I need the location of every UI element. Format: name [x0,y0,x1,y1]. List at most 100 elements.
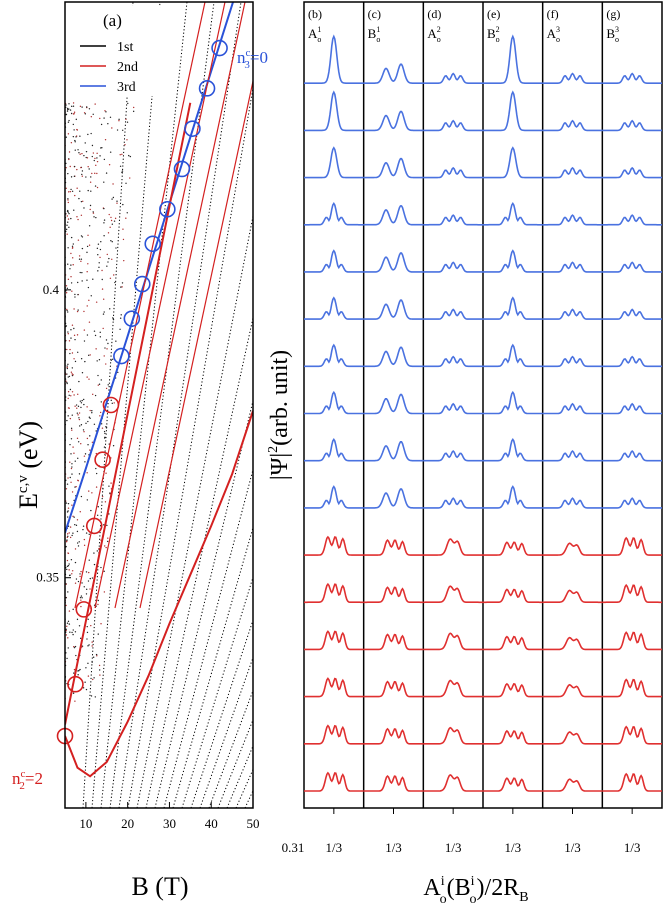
level-dot [86,472,88,474]
level-dot [83,329,86,331]
level-dot [80,402,83,404]
level-dot [76,407,78,409]
level-dot [67,397,69,400]
level-dot [111,223,114,225]
wavefunction-line [483,588,543,604]
level-dot [70,282,73,284]
highlighted-curves [65,2,253,778]
level-dot [116,200,118,202]
level-dot [107,261,109,263]
wavefunction-line [423,726,483,745]
level-dot [85,688,88,691]
level-dot [86,334,89,336]
level-dot [68,569,70,571]
level-dot [68,532,70,534]
x-tick-label-third: 1/3 [505,840,522,855]
level-dot [74,141,76,143]
level-dot [73,516,75,518]
x-tick-label-third: 1/3 [326,840,343,855]
level-dot [89,449,91,451]
level-dot [70,112,73,115]
level-dot [79,400,82,402]
y-tick-label: 0.4 [43,282,60,297]
level-dot [83,340,86,342]
level-dot [76,281,79,284]
wavefunction-line [542,308,603,320]
level-dot [106,265,108,267]
level-dot [74,582,77,584]
level-dot [80,495,83,498]
wavefunction-line [304,90,364,132]
level-dot [97,254,99,256]
wavefunction-line [542,119,603,132]
level-dot [68,574,71,577]
level-dot [77,405,80,408]
level-dot [125,217,127,219]
red-level-line [139,78,253,609]
level-dot [96,160,99,163]
marker-red [75,601,93,618]
level-line [127,85,253,808]
level-dot [88,225,91,227]
wavefunction-line [304,630,364,651]
marker-red [102,396,120,414]
level-dot [75,578,78,580]
marker-blue [159,200,176,218]
level-dot [95,472,98,475]
level-dot [126,212,128,214]
level-dot [89,181,92,183]
marker-blue [113,347,130,365]
level-dot [98,669,101,671]
level-dot [86,499,89,501]
level-dot [68,226,70,229]
level-dot [110,216,112,219]
level-dot [87,133,89,136]
level-dot [107,123,109,125]
level-dot [85,588,88,591]
level-dot [67,198,69,200]
level-dot [66,215,69,217]
level-line [136,213,253,808]
wavefunction-line [304,343,364,368]
level-line [145,315,253,808]
level-dot [77,545,80,547]
level-dot [88,354,90,357]
wavefunction-line [542,72,603,84]
wavefunction-line [423,355,483,368]
marker-blue [173,160,191,178]
level-dot [66,559,69,562]
level-dot [91,172,93,175]
level-dot [69,631,71,633]
level-dot [104,432,106,435]
marker-blue [198,80,216,97]
wavefunction-line [602,583,662,604]
level-dot [69,461,71,463]
y-tick-label: 0.35 [36,570,59,585]
level-dot [113,402,115,404]
wavefunction-line [542,778,603,792]
level-dot [79,573,81,575]
level-dot [70,395,72,397]
level-dot [106,540,109,543]
level-dot [98,358,101,361]
level-dot [91,411,93,414]
level-dot [68,394,70,396]
level-dot [71,246,74,249]
level-dot [86,625,88,628]
level-dot [73,334,76,337]
wavefunction-line [423,679,483,698]
level-dot [92,212,95,214]
level-dot [129,155,132,158]
level-dot [87,571,90,574]
level-dot [83,430,85,433]
level-dot [67,376,69,378]
level-dot [66,373,68,375]
level-dot [66,210,69,213]
series-line-2 [65,410,253,778]
level-dot [68,191,70,193]
level-dot [94,172,96,175]
panel-state-4: A3 o [547,25,560,44]
level-dot [90,116,93,118]
level-dot [112,317,114,319]
level-dot [71,463,73,465]
